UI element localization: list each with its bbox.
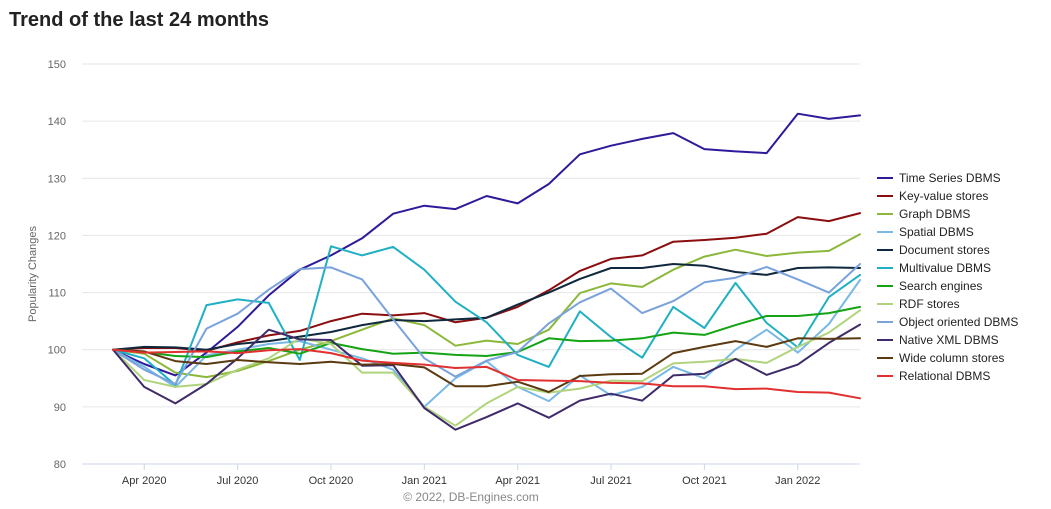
x-tick-label: Jul 2021 <box>590 475 632 487</box>
series-line-search-engines <box>112 305 861 359</box>
series-line-wide-column-stores <box>112 337 861 393</box>
y-tick-label: 80 <box>54 459 66 471</box>
chart-title: Trend of the last 24 months <box>9 9 270 31</box>
grid-lines <box>82 63 860 465</box>
legend: Time Series DBMS Key-value stores Graph DB… <box>877 171 1018 383</box>
legend-item-key-value-stores[interactable]: Key-value stores <box>899 189 988 203</box>
series-line-native-xml-dbms <box>112 323 861 431</box>
x-tick-label: Jan 2021 <box>402 475 447 487</box>
y-tick-label: 150 <box>48 59 66 71</box>
legend-item-graph-dbms[interactable]: Graph DBMS <box>899 207 970 221</box>
x-tick-label: Jan 2022 <box>775 475 820 487</box>
y-tick-label: 130 <box>48 173 66 185</box>
series-line-relational-dbms <box>112 348 861 400</box>
legend-item-search-engines[interactable]: Search engines <box>899 279 982 293</box>
y-tick-label: 140 <box>48 116 66 128</box>
series-line-key-value-stores <box>112 212 861 352</box>
series-lines <box>112 112 861 431</box>
series-line-graph-dbms <box>112 233 861 379</box>
legend-item-relational-dbms[interactable]: Relational DBMS <box>899 369 990 383</box>
series-line-document-stores <box>112 263 861 351</box>
series-line-multivalue-dbms <box>112 245 861 387</box>
legend-item-native-xml-dbms[interactable]: Native XML DBMS <box>899 333 999 347</box>
legend-item-time-series-dbms[interactable]: Time Series DBMS <box>899 171 1001 185</box>
legend-item-spatial-dbms[interactable]: Spatial DBMS <box>899 225 974 239</box>
x-axis: Apr 2020 Jul 2020 Oct 2020 Jan 2021 Apr 2021… <box>82 463 860 487</box>
legend-item-object-oriented-dbms[interactable]: Object oriented DBMS <box>899 315 1018 329</box>
x-tick-label: Apr 2021 <box>495 475 540 487</box>
y-axis: 80 90 100 110 120 130 140 150 <box>48 59 66 471</box>
credit-text: © 2022, DB-Engines.com <box>403 490 539 504</box>
x-tick-label: Oct 2020 <box>309 475 354 487</box>
series-line-time-series-dbms <box>112 112 861 377</box>
legend-item-document-stores[interactable]: Document stores <box>899 243 990 257</box>
y-tick-label: 110 <box>48 288 66 300</box>
y-axis-label: Popularity Changes <box>27 226 39 323</box>
series-line-object-oriented-dbms <box>112 263 861 385</box>
legend-item-wide-column-stores[interactable]: Wide column stores <box>899 351 1004 365</box>
legend-item-rdf-stores[interactable]: RDF stores <box>899 297 960 311</box>
legend-item-multivalue-dbms[interactable]: Multivalue DBMS <box>899 261 991 275</box>
y-tick-label: 100 <box>48 345 66 357</box>
y-tick-label: 120 <box>48 230 66 242</box>
x-tick-label: Oct 2021 <box>682 475 727 487</box>
y-tick-label: 90 <box>54 402 66 414</box>
x-tick-label: Apr 2020 <box>122 475 167 487</box>
x-tick-label: Jul 2020 <box>217 475 259 487</box>
